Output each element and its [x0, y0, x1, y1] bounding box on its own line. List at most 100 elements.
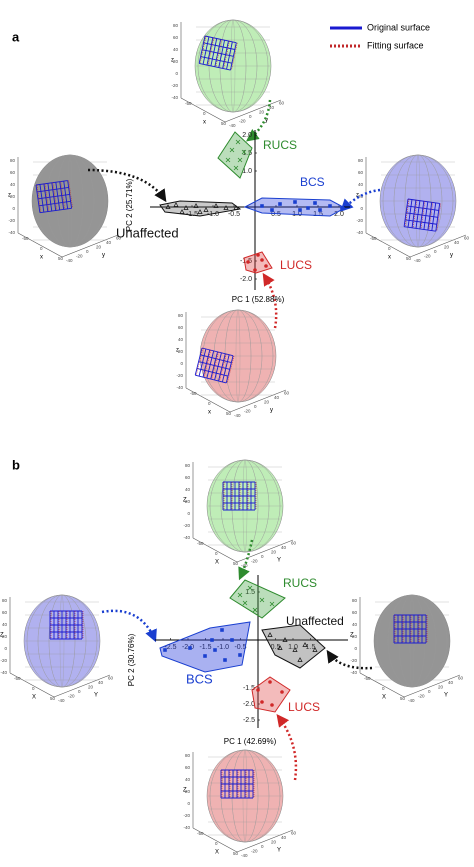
sample-point — [340, 206, 344, 210]
dotted-arrow — [101, 609, 157, 643]
head-tick: -50 — [190, 391, 197, 396]
head-tick: 60 — [185, 765, 191, 770]
head-tick: 40 — [173, 47, 179, 52]
sample-point — [210, 638, 214, 642]
head-tick: 20 — [185, 789, 191, 794]
head-axis-label: Z — [183, 498, 187, 504]
head-tick: -20 — [251, 849, 258, 854]
head-tick: 80 — [178, 313, 184, 318]
sample-point — [328, 204, 332, 208]
sample-point — [237, 157, 243, 163]
x-tick-label: 1.0 — [288, 644, 298, 651]
head-tick: -40 — [229, 123, 236, 128]
head-axis-label: x — [208, 410, 211, 416]
head-tick: 40 — [2, 622, 8, 627]
head-axis-label: X — [382, 695, 386, 701]
panel-label: b — [12, 457, 20, 472]
head-tick: 0 — [254, 404, 257, 409]
head-tick: -40 — [0, 670, 7, 675]
head-tick: 0 — [360, 206, 363, 211]
axis-line — [224, 99, 282, 123]
axis-line — [9, 672, 55, 698]
head-tick: 20 — [271, 550, 277, 555]
head-tick: 60 — [291, 831, 297, 836]
y-tick-label: 2.0 — [242, 132, 252, 139]
sample-point — [297, 657, 303, 662]
mesh-line — [209, 749, 281, 843]
head-tick: 60 — [116, 236, 122, 241]
head-tick: 40 — [10, 182, 16, 187]
y-tick-label: 1.5 — [242, 150, 252, 157]
head-axis-label: z — [356, 193, 359, 199]
head-tick: 40 — [106, 240, 112, 245]
head-tick: 0 — [388, 246, 391, 251]
mesh-line — [209, 459, 281, 553]
group-label: Unaffected — [286, 614, 344, 628]
head-tick: 20 — [10, 194, 16, 199]
legend-label: Fitting surface — [367, 40, 424, 50]
sample-point — [173, 202, 179, 207]
head-tick: -20 — [76, 254, 83, 259]
sample-point — [293, 200, 297, 204]
head-tick: 20 — [178, 349, 184, 354]
y-axis-title: PC 2 (25.71%) — [125, 178, 134, 231]
group-label: LUCS — [288, 700, 320, 714]
sample-point — [306, 206, 310, 210]
head-tick: 80 — [173, 23, 179, 28]
dotted-arrow — [87, 168, 167, 203]
y-tick-label: -1.5 — [240, 258, 252, 265]
mesh-line — [382, 154, 454, 248]
head-tick: 0 — [175, 71, 178, 76]
cluster-hull — [229, 579, 286, 619]
sample-point — [260, 204, 264, 208]
head-tick: -20 — [424, 254, 431, 259]
head-tick: 60 — [173, 35, 179, 40]
dotted-arrow — [246, 99, 272, 142]
sample-point — [264, 264, 268, 268]
head-tick: 20 — [264, 400, 270, 405]
x-tick-label: 1.5 — [306, 644, 316, 651]
legend: Original surface Fitting surface — [330, 22, 430, 50]
sample-point — [298, 208, 302, 212]
dotted-arrow — [326, 649, 373, 670]
sample-point — [269, 601, 275, 607]
head-tick: -20 — [239, 119, 246, 124]
head-tick: 0 — [215, 551, 218, 556]
sample-point — [292, 647, 298, 652]
dotted-arrow — [262, 272, 278, 329]
patch-line — [204, 35, 237, 44]
x-tick-label: -0.5 — [234, 644, 246, 651]
head-tick: 0 — [78, 689, 81, 694]
head-tick: 20 — [438, 685, 444, 690]
head-tick: 0 — [32, 686, 35, 691]
head-tick: -20 — [350, 658, 357, 663]
patch-line — [198, 361, 230, 370]
cluster-hull — [159, 200, 242, 217]
head-tick: 80 — [352, 598, 358, 603]
head-tick: 0 — [40, 246, 43, 251]
head-axis-label: Y — [444, 693, 448, 699]
mesh-line — [376, 594, 448, 688]
head-tick: 20 — [185, 499, 191, 504]
patch-line — [37, 193, 70, 200]
y-tick-label: 1.5 — [245, 589, 255, 596]
patch-line — [38, 200, 71, 207]
patch-fit-line — [404, 199, 410, 227]
head-axis-label: y — [450, 253, 453, 259]
head-tick: 50 — [226, 411, 232, 416]
head-tick: 0 — [382, 686, 385, 691]
head-tick: -50 — [185, 101, 192, 106]
head-axis-label: z — [171, 58, 174, 64]
sample-point — [223, 205, 229, 210]
head-tick: 60 — [178, 325, 184, 330]
head-tick: 20 — [2, 634, 8, 639]
head-tick: -50 — [22, 236, 29, 241]
sample-point — [179, 209, 185, 214]
sample-point — [235, 139, 241, 145]
sample-point — [277, 645, 283, 650]
head-tick: -20 — [8, 218, 15, 223]
sample-point — [252, 607, 258, 613]
sample-point — [213, 203, 219, 208]
